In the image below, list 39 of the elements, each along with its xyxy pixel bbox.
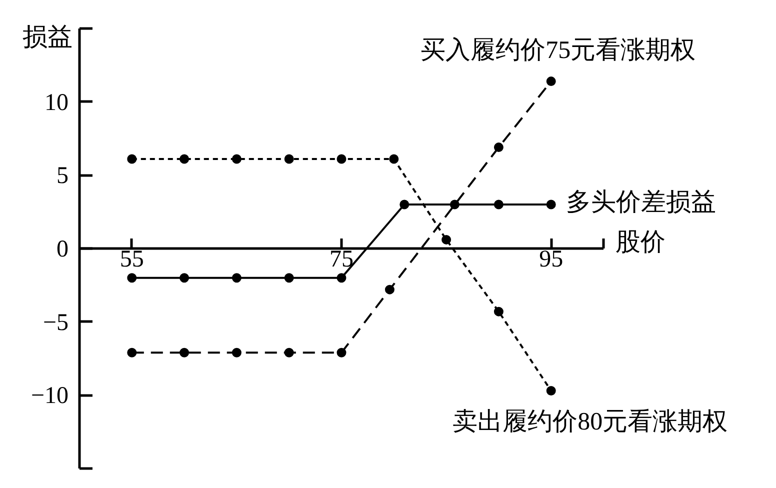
y-tick-label: 10 [44,90,68,116]
y-tick-label: 0 [56,236,68,262]
x-tick-label: 55 [120,246,144,272]
point [232,154,242,164]
point [546,386,556,396]
point [400,200,410,210]
point [284,348,294,358]
y-tick-label: 5 [56,163,68,190]
point [336,154,346,164]
point [494,200,504,210]
point [336,348,346,358]
point [384,284,394,294]
point [336,273,346,283]
point [546,76,556,86]
point [546,200,556,210]
point [450,200,460,210]
point [494,142,504,152]
y-tick-label: −5 [42,310,69,336]
series-label: 买入履约价75元看涨期权 [420,36,696,64]
point [232,273,242,283]
point [180,348,190,358]
point [180,273,190,283]
x-axis-title: 股价 [616,229,666,256]
y-tick-label: −10 [30,383,69,410]
y-axis-title: 损益 [22,24,72,51]
point [442,234,452,244]
x-tick-label: 95 [539,246,564,272]
series-label: 多头价差损益 [566,189,716,216]
series-label: 卖出履约价80元看涨期权 [452,408,728,436]
point [127,273,137,283]
point [180,154,190,164]
point [389,154,399,164]
point [232,348,242,358]
point [127,348,137,358]
point [494,306,504,316]
x-tick-label: 75 [330,246,354,272]
point [127,154,137,164]
point [284,154,294,164]
point [284,273,294,283]
